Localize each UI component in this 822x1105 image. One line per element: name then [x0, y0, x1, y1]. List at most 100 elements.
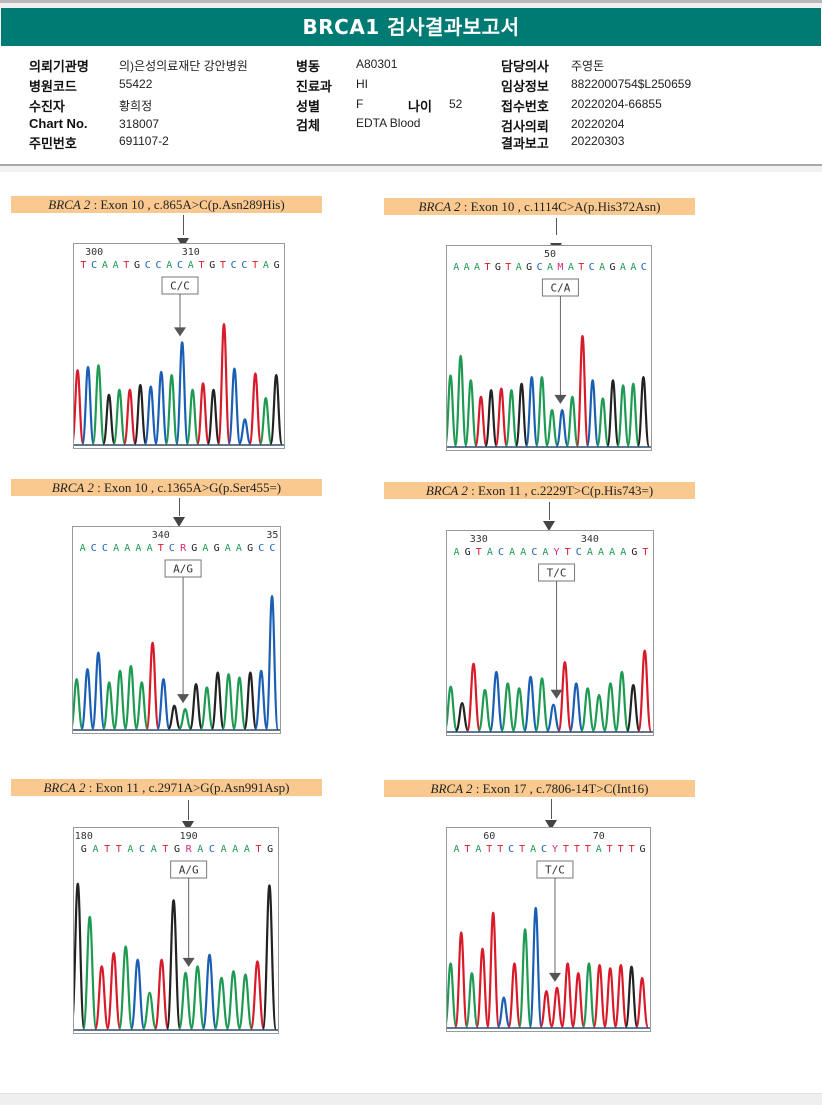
peak-trace	[221, 673, 236, 731]
genotype-pointer-arrow-icon	[174, 327, 186, 337]
peak-trace	[213, 976, 230, 1031]
peak-trace	[91, 364, 106, 446]
section-divider	[0, 164, 822, 166]
peak-trace	[560, 962, 575, 1029]
peak-trace	[637, 649, 653, 733]
label-result-report: 결과보고	[501, 136, 549, 151]
base-call: T	[220, 260, 226, 271]
base-call: T	[574, 844, 580, 855]
base-call: C	[537, 262, 543, 273]
peak-trace	[635, 976, 650, 1029]
peak-trace	[534, 677, 550, 733]
peak-trace	[528, 906, 543, 1029]
base-call: T	[607, 844, 613, 855]
base-call: A	[453, 844, 459, 855]
base-call: A	[92, 844, 98, 855]
base-call: A	[244, 844, 250, 855]
base-call: C	[576, 547, 582, 558]
base-call: A	[542, 547, 548, 558]
peak-trace	[555, 408, 569, 448]
peak-trace	[199, 686, 214, 731]
peak-trace	[141, 991, 158, 1031]
variant-label: BRCA 2 : Exon 10 , c.1365A>G(p.Ser455=)	[11, 479, 322, 496]
base-call: A	[464, 262, 470, 273]
base-call: G	[274, 260, 280, 271]
genotype-label: C/A	[550, 282, 570, 295]
peak-trace	[603, 967, 618, 1029]
top-gap	[0, 3, 822, 8]
peak-trace	[165, 899, 182, 1031]
label-ward: 병동	[296, 59, 320, 74]
position-number: 300	[85, 247, 103, 258]
base-call: A	[599, 262, 605, 273]
top-border	[0, 0, 822, 3]
base-call: T	[618, 844, 624, 855]
peak-trace	[454, 354, 468, 448]
peak-trace	[248, 372, 263, 446]
chromatogram-panel: 180 190 G A T T A C A T G R A C A A A T G A/G	[73, 827, 279, 1034]
gene-name: BRCA 2	[48, 197, 91, 212]
peak-trace	[539, 990, 554, 1029]
peak-trace	[164, 374, 179, 446]
value-physician: 주영돈	[571, 59, 605, 73]
base-call: C	[177, 260, 183, 271]
peak-trace	[613, 963, 628, 1029]
value-department: HI	[356, 77, 368, 91]
base-call: A	[620, 547, 626, 558]
base-call: T	[505, 262, 511, 273]
peak-trace	[112, 388, 127, 446]
base-call: A	[454, 547, 460, 558]
genotype-pointer-arrow-icon	[554, 394, 567, 404]
pointer-arrow-icon	[173, 517, 185, 527]
variant-description: : Exon 10 , c.865A>C(p.Asn289His)	[90, 197, 285, 212]
peak-trace	[73, 678, 84, 731]
base-call: A	[225, 543, 231, 554]
position-number: 330	[470, 534, 488, 545]
pointer-line	[179, 498, 180, 516]
base-call: A	[188, 260, 194, 271]
position-number: 35	[266, 530, 278, 541]
base-call: T	[497, 844, 503, 855]
peak-trace	[454, 931, 469, 1029]
base-call: A	[520, 547, 526, 558]
base-call: C	[269, 543, 275, 554]
gene-name: BRCA 2	[430, 781, 473, 796]
value-chart-no: 318007	[119, 117, 160, 131]
peak-trace	[546, 703, 561, 733]
label-department: 진료과	[296, 79, 332, 94]
peak-trace	[525, 376, 539, 448]
base-call: A	[221, 844, 227, 855]
base-call: G	[640, 844, 646, 855]
peak-trace	[447, 962, 458, 1029]
base-call: A	[487, 547, 493, 558]
peak-trace	[614, 670, 630, 733]
base-call: A	[516, 262, 522, 273]
peak-trace	[488, 670, 504, 733]
base-call: T	[252, 260, 258, 271]
base-call: A	[587, 547, 593, 558]
pointer-line	[188, 800, 189, 820]
base-call: T	[565, 547, 571, 558]
base-call: C	[258, 543, 264, 554]
peak-trace	[112, 669, 128, 731]
base-call: A	[236, 543, 242, 554]
peak-trace	[249, 960, 266, 1031]
base-call: C	[91, 260, 97, 271]
base-call: A	[202, 543, 208, 554]
peak-trace	[581, 962, 596, 1029]
base-call: G	[81, 844, 87, 855]
base-call: A	[609, 547, 615, 558]
chromatogram-panel: 340 35 A C C A A A A T C R G A G A A G C C A/G	[72, 526, 281, 734]
base-call: C	[508, 844, 514, 855]
peak-trace	[261, 884, 278, 1031]
peak-trace	[243, 671, 258, 731]
peak-trace	[568, 682, 584, 733]
peak-trace	[447, 685, 459, 733]
base-call: G	[209, 260, 215, 271]
value-patient: 황희정	[119, 99, 153, 113]
base-call: G	[247, 543, 253, 554]
peak-trace	[474, 395, 488, 448]
base-call: A	[197, 844, 203, 855]
base-call: G	[214, 543, 220, 554]
base-call: C	[156, 260, 162, 271]
